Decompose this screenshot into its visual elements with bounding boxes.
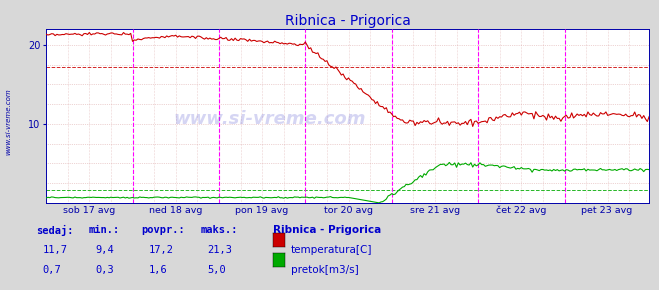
Text: 17,2: 17,2 (148, 245, 173, 255)
Text: 9,4: 9,4 (96, 245, 114, 255)
Text: 0,7: 0,7 (43, 265, 61, 275)
Title: Ribnica - Prigorica: Ribnica - Prigorica (285, 14, 411, 28)
Text: 11,7: 11,7 (43, 245, 68, 255)
Text: temperatura[C]: temperatura[C] (291, 245, 372, 255)
Text: pretok[m3/s]: pretok[m3/s] (291, 265, 358, 275)
Text: sedaj:: sedaj: (36, 225, 74, 236)
Text: 0,3: 0,3 (96, 265, 114, 275)
Text: www.si-vreme.com: www.si-vreme.com (5, 88, 11, 155)
Text: povpr.:: povpr.: (142, 225, 185, 235)
Text: Ribnica - Prigorica: Ribnica - Prigorica (273, 225, 382, 235)
Text: 1,6: 1,6 (148, 265, 167, 275)
Text: 21,3: 21,3 (208, 245, 233, 255)
Text: maks.:: maks.: (201, 225, 239, 235)
Text: www.si-vreme.com: www.si-vreme.com (173, 110, 366, 128)
Text: 5,0: 5,0 (208, 265, 226, 275)
Text: min.:: min.: (89, 225, 120, 235)
